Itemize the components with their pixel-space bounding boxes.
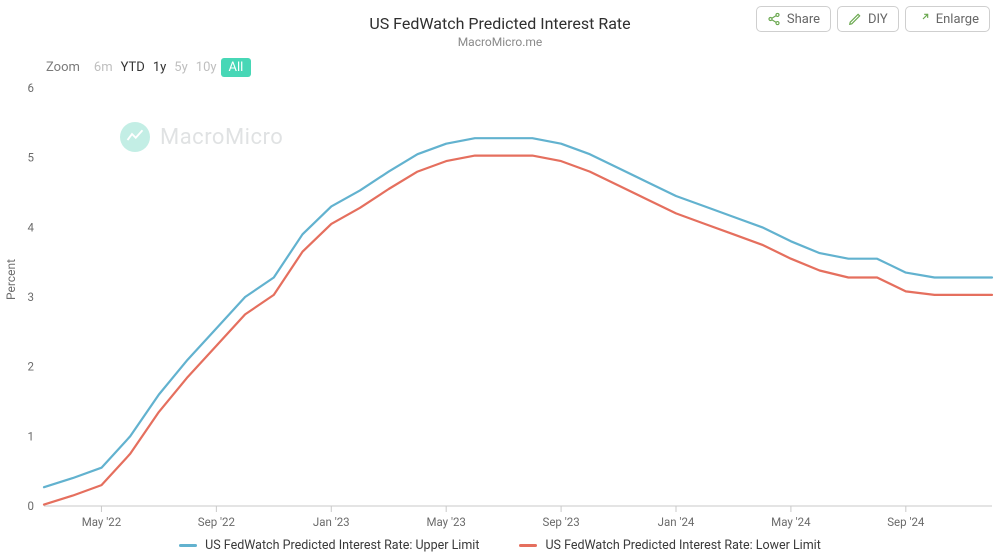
x-tick-label: May '23: [426, 515, 465, 529]
x-tick-label: Jan '24: [658, 515, 695, 529]
y-tick-label: 4: [28, 220, 35, 234]
y-tick-label: 2: [28, 360, 35, 374]
y-tick-label: 5: [28, 151, 35, 165]
legend-swatch: [179, 544, 197, 547]
y-tick-label: 1: [28, 429, 34, 443]
line-chart: 0 1 2 3 4 5 6 May '22 Sep '22 Jan '23 May '23 Sep '…: [0, 0, 1000, 559]
legend-swatch: [519, 544, 537, 547]
series-upper-limit: [44, 138, 992, 487]
y-tick-label: 6: [28, 81, 34, 95]
x-tick-label: Jan '23: [313, 515, 350, 529]
series-lower-limit: [44, 156, 992, 505]
y-tick-label: 0: [28, 499, 34, 513]
legend: US FedWatch Predicted Interest Rate: Upp…: [0, 538, 1000, 553]
x-tick-label: May '22: [82, 515, 122, 529]
x-tick-label: May '24: [771, 515, 811, 529]
legend-label: US FedWatch Predicted Interest Rate: Low…: [545, 538, 820, 553]
x-tick-label: Sep '24: [887, 515, 925, 529]
legend-item-lower[interactable]: US FedWatch Predicted Interest Rate: Low…: [519, 538, 820, 553]
legend-label: US FedWatch Predicted Interest Rate: Upp…: [205, 538, 479, 553]
y-tick-label: 3: [28, 290, 34, 304]
x-tick-label: Sep '22: [198, 515, 236, 529]
x-tick-label: Sep '23: [542, 515, 579, 529]
legend-item-upper[interactable]: US FedWatch Predicted Interest Rate: Upp…: [179, 538, 479, 553]
